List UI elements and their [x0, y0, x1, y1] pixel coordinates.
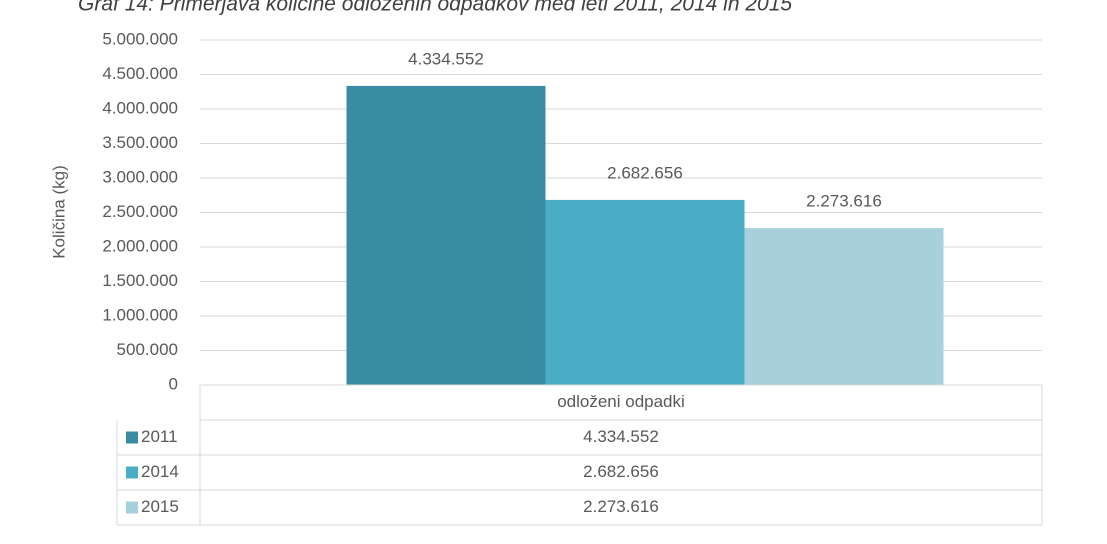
y-tick-label: 0	[169, 374, 178, 393]
legend-label: 2011	[141, 427, 178, 446]
table-value: 2.273.616	[583, 497, 659, 516]
legend-swatch	[126, 466, 138, 479]
legend-label: 2014	[141, 462, 179, 481]
y-tick-label: 2.000.000	[102, 236, 178, 255]
y-tick-label: 1.500.000	[102, 271, 178, 290]
y-tick-label: 4.000.000	[102, 98, 178, 117]
bar	[545, 199, 745, 385]
x-tick-label: odloženi odpadki	[557, 392, 685, 411]
data-label: 2.682.656	[607, 163, 683, 182]
chart-title: Graf 14: Primerjava količine odloženih o…	[78, 0, 792, 16]
legend-label: 2015	[141, 497, 179, 516]
y-tick-label: 1.000.000	[102, 305, 178, 324]
y-tick-label: 2.500.000	[102, 202, 178, 221]
table-value: 4.334.552	[583, 427, 659, 446]
y-tick-label: 5.000.000	[102, 29, 178, 48]
y-tick-label: 500.000	[117, 340, 178, 359]
y-tick-label: 3.500.000	[102, 133, 178, 152]
y-tick-label: 4.500.000	[102, 64, 178, 83]
legend-swatch	[126, 501, 138, 514]
y-axis-label: Količina (kg)	[49, 165, 68, 259]
bar	[744, 228, 944, 385]
y-tick-label: 3.000.000	[102, 167, 178, 186]
data-label: 4.334.552	[408, 49, 484, 68]
bar	[346, 85, 546, 386]
legend-swatch	[126, 431, 138, 444]
data-label: 2.273.616	[806, 192, 882, 211]
table-value: 2.682.656	[583, 462, 659, 481]
